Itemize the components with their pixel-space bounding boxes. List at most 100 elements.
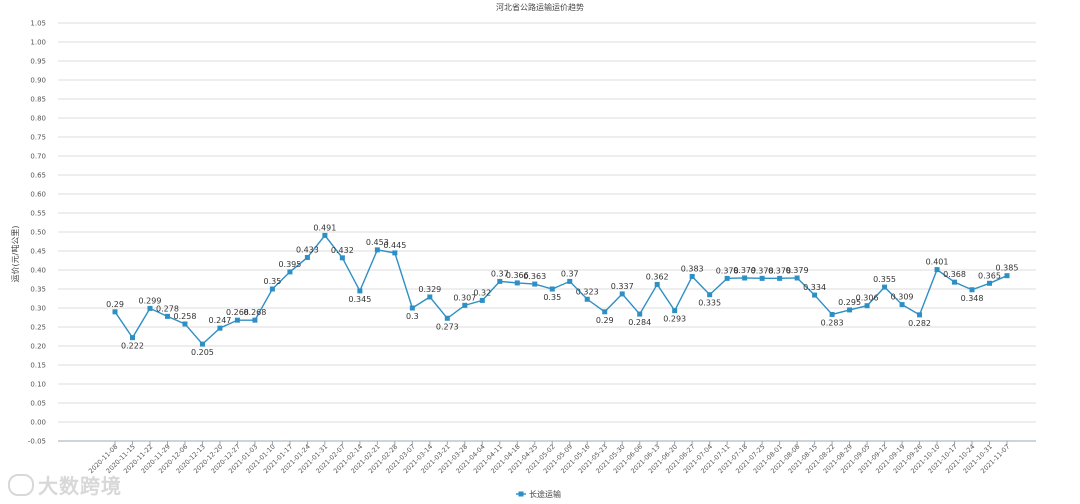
data-point[interactable]: [882, 284, 888, 290]
data-label: 0.345: [348, 295, 371, 304]
y-tick-label: 0.85: [30, 96, 46, 104]
data-point[interactable]: [129, 335, 135, 341]
data-label: 0.268: [243, 308, 266, 317]
data-point[interactable]: [584, 296, 590, 302]
data-point[interactable]: [864, 303, 870, 309]
y-tick-label: 0.50: [30, 229, 46, 237]
y-tick-label: 1.05: [30, 20, 46, 28]
data-point[interactable]: [322, 232, 328, 238]
data-point[interactable]: [479, 297, 485, 303]
data-point[interactable]: [619, 291, 625, 297]
data-label: 0.3: [406, 312, 419, 321]
data-label: 0.307: [453, 293, 476, 302]
data-label: 0.432: [331, 246, 354, 255]
data-label: 0.395: [278, 260, 301, 269]
y-axis-label: 运价(元/吨公里): [10, 226, 20, 283]
data-point[interactable]: [252, 317, 258, 323]
data-label: 0.37: [561, 269, 579, 278]
data-point[interactable]: [567, 278, 573, 284]
data-label: 0.378: [768, 266, 791, 275]
data-point[interactable]: [287, 269, 293, 275]
y-tick-label: 0.90: [30, 77, 46, 85]
data-point[interactable]: [672, 308, 678, 314]
data-point[interactable]: [637, 311, 643, 317]
data-point[interactable]: [112, 309, 118, 315]
data-point[interactable]: [532, 281, 538, 287]
watermark: 大数跨境: [8, 470, 122, 499]
data-point[interactable]: [234, 317, 240, 323]
data-point[interactable]: [182, 321, 188, 327]
data-point[interactable]: [934, 267, 940, 273]
data-point[interactable]: [952, 279, 958, 285]
series-layer: [112, 232, 1010, 347]
data-label: 0.258: [174, 312, 197, 321]
data-point[interactable]: [199, 341, 205, 347]
data-point[interactable]: [969, 287, 975, 293]
data-point[interactable]: [812, 292, 818, 298]
y-tick-label: 0.60: [30, 191, 46, 199]
data-point[interactable]: [357, 288, 363, 294]
data-point[interactable]: [269, 286, 275, 292]
y-tick-label: 0.55: [30, 210, 46, 218]
data-label: 0.385: [996, 264, 1019, 273]
data-label: 0.445: [383, 241, 406, 250]
y-tick-label: 0.75: [30, 134, 46, 142]
y-tick-label: 1.00: [30, 39, 46, 47]
data-label: 0.401: [926, 258, 949, 267]
y-tick-label: 0.25: [30, 324, 46, 332]
data-point[interactable]: [444, 315, 450, 321]
data-labels: 0.290.2220.2990.2780.2580.2050.2470.2680…: [106, 223, 1018, 357]
y-tick-label: 0.00: [30, 419, 46, 427]
data-point[interactable]: [899, 302, 905, 308]
data-label: 0.35: [543, 293, 561, 302]
data-point[interactable]: [742, 275, 748, 281]
y-ticks: -0.05 0.00 0.05 0.10 0.15 0.20 0.25 0.30 0.35 0.4…: [28, 20, 46, 446]
data-label: 0.35: [264, 277, 282, 286]
grid-layer: [58, 22, 1036, 442]
data-label: 0.433: [296, 245, 319, 254]
data-point[interactable]: [794, 275, 800, 281]
data-label: 0.378: [716, 266, 739, 275]
data-point[interactable]: [217, 325, 223, 331]
data-point[interactable]: [304, 254, 310, 260]
data-point[interactable]: [707, 292, 713, 298]
data-point[interactable]: [689, 273, 695, 279]
data-point[interactable]: [339, 255, 345, 261]
data-point[interactable]: [374, 247, 380, 253]
data-point[interactable]: [602, 309, 608, 315]
data-point[interactable]: [917, 312, 923, 318]
data-label: 0.329: [418, 285, 441, 294]
data-label: 0.309: [891, 293, 914, 302]
data-point[interactable]: [1004, 273, 1010, 279]
data-label: 0.29: [596, 316, 614, 325]
data-point[interactable]: [147, 305, 153, 311]
data-label: 0.378: [751, 266, 774, 275]
data-point[interactable]: [549, 286, 555, 292]
data-point[interactable]: [724, 275, 730, 281]
y-tick-label: 0.05: [30, 400, 46, 408]
data-point[interactable]: [497, 278, 503, 284]
data-point[interactable]: [847, 307, 853, 313]
y-tick-label: 0.20: [30, 343, 46, 351]
data-label: 0.284: [628, 318, 651, 327]
data-point[interactable]: [392, 250, 398, 256]
data-point[interactable]: [514, 280, 520, 286]
y-tick-label: 0.65: [30, 172, 46, 180]
data-label: 0.37: [491, 269, 509, 278]
data-point[interactable]: [409, 305, 415, 311]
data-point[interactable]: [829, 311, 835, 317]
data-label: 0.363: [523, 272, 546, 281]
data-label: 0.379: [733, 266, 756, 275]
data-point[interactable]: [164, 313, 170, 319]
data-label: 0.282: [908, 319, 931, 328]
data-label: 0.273: [436, 322, 459, 331]
data-label: 0.337: [611, 282, 634, 291]
data-point[interactable]: [462, 302, 468, 308]
data-point[interactable]: [654, 281, 660, 287]
data-point[interactable]: [759, 275, 765, 281]
data-point[interactable]: [427, 294, 433, 300]
data-point[interactable]: [777, 275, 783, 281]
data-label: 0.323: [576, 287, 599, 296]
legend[interactable]: 长途运输: [516, 489, 561, 499]
data-point[interactable]: [987, 280, 993, 286]
